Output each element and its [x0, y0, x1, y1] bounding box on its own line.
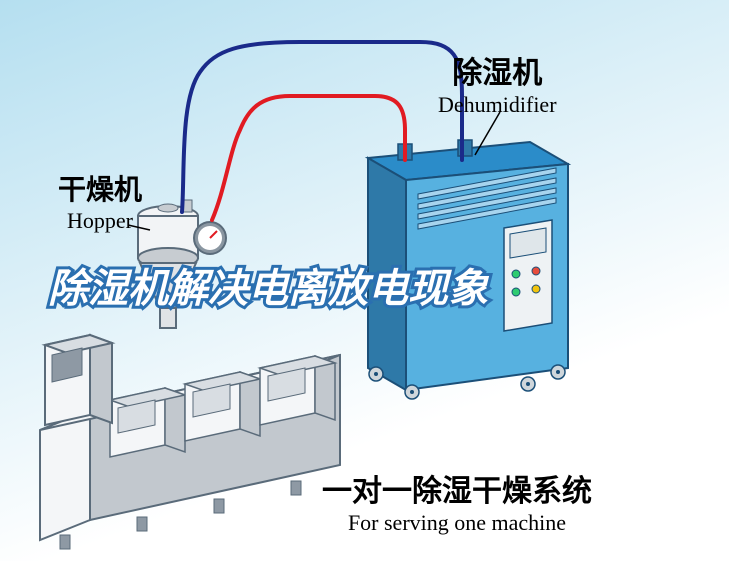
system-label-en: For serving one machine [322, 510, 592, 536]
dehumidifier-label-en: Dehumidifier [438, 92, 557, 118]
extruder-machine [40, 335, 340, 549]
diagram-canvas: 除湿机 Dehumidifier 干燥机 Hopper 一对一除湿干燥系统 Fo… [0, 0, 729, 561]
hopper-label-en: Hopper [58, 208, 142, 234]
hopper-label: 干燥机 Hopper [58, 168, 142, 234]
overlay-banner: 除湿机解决电离放电现象 除湿机解决电离放电现象 [48, 256, 488, 314]
dehumidifier-label: 除湿机 Dehumidifier [438, 48, 557, 118]
dehumidifier-label-cn: 除湿机 [438, 48, 557, 92]
banner-fill: 除湿机解决电离放电现象 [48, 267, 488, 311]
system-label: 一对一除湿干燥系统 For serving one machine [322, 466, 592, 536]
system-label-cn: 一对一除湿干燥系统 [322, 466, 592, 510]
hopper-label-cn: 干燥机 [58, 168, 142, 208]
